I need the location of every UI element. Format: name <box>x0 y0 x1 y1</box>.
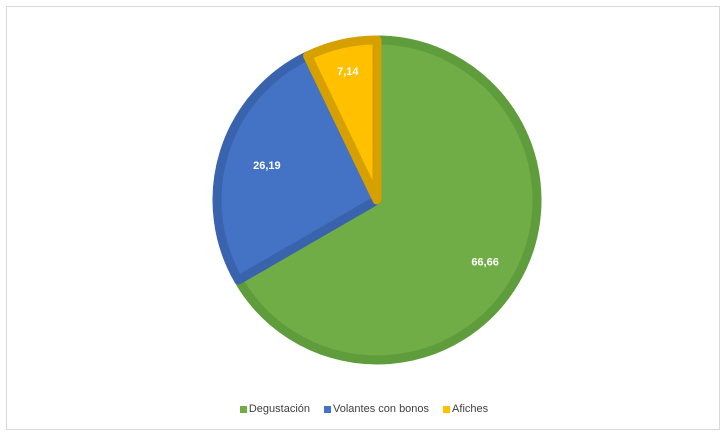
legend-label: Degustación <box>248 403 311 415</box>
data-label-afiches: 7,14 <box>337 66 359 78</box>
pie-slice-volantes <box>212 51 382 285</box>
legend-item-volantes: Volantes con bonos <box>324 403 429 415</box>
legend-swatch <box>239 405 247 413</box>
data-labels: 66,66 26,19 7,14 <box>253 66 499 268</box>
pie-slices <box>212 35 542 365</box>
legend-label: Volantes con bonos <box>333 403 430 415</box>
legend-item-degustacion: Degustación <box>239 403 311 415</box>
legend: Degustación Volantes con bonos Afiches <box>0 402 728 416</box>
pie-slice-degustacion <box>233 35 542 365</box>
legend-swatch <box>443 405 451 413</box>
data-label-degustacion: 66,66 <box>471 256 499 268</box>
legend-label: Afiches <box>452 403 489 415</box>
data-label-volantes: 26,19 <box>253 160 281 172</box>
legend-swatch <box>324 405 332 413</box>
pie-slice-afiches <box>303 35 382 205</box>
legend-item-afiches: Afiches <box>443 403 488 415</box>
